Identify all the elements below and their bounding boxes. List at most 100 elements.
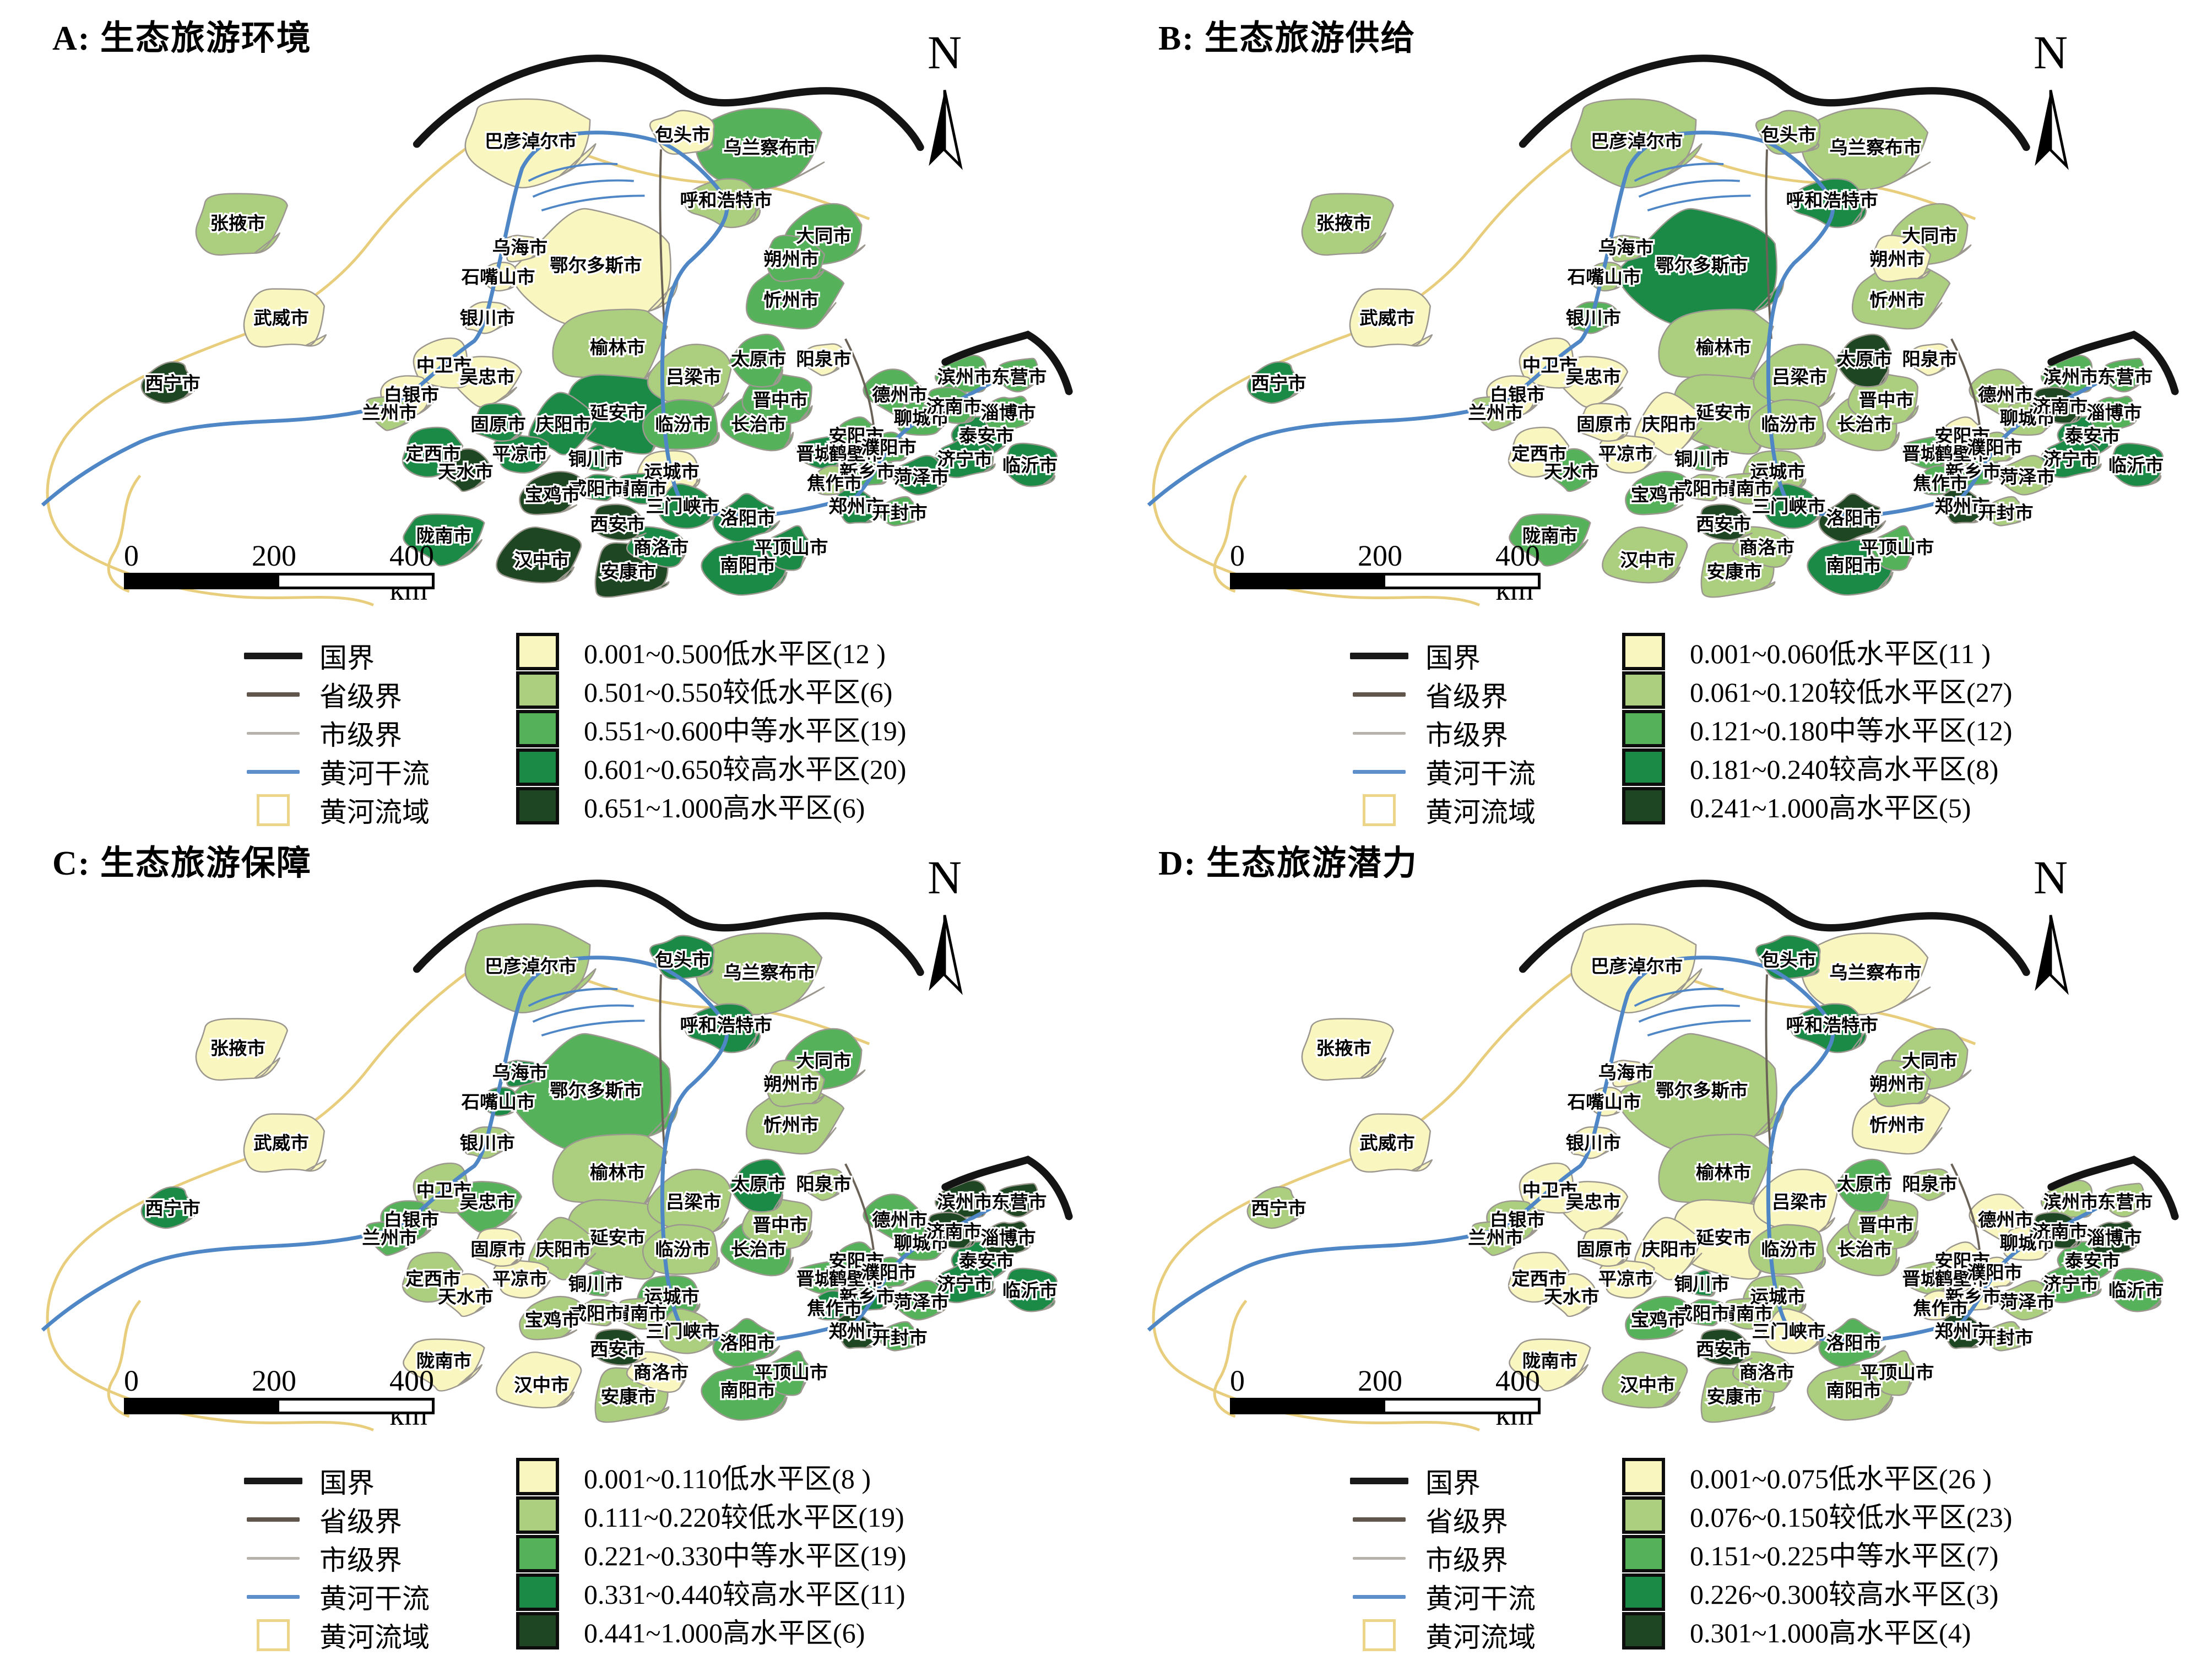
city-label: 东营市 (2097, 1192, 2153, 1212)
city-label: 洛阳市 (720, 508, 775, 528)
region-平顶山市 (762, 525, 810, 571)
city-label: 新乡市 (1945, 1287, 2000, 1307)
city-label: 榆林市 (1696, 337, 1751, 357)
legend-class-item: 0.121~0.180中等水平区(12) (1612, 709, 2012, 748)
city-label: 晋城市 (796, 443, 851, 464)
city-label: 安康市 (601, 1386, 656, 1407)
city-label: 乌兰察布市 (723, 137, 815, 158)
class-4-swatch (1612, 748, 1676, 786)
city-label: 德州市 (872, 384, 927, 405)
liuyu-line-sample (1347, 1619, 1411, 1651)
region-平顶山市 (762, 1350, 810, 1396)
city-label: 固原市 (470, 414, 525, 435)
north-label: N (2033, 851, 2068, 904)
class-3-swatch (506, 710, 570, 747)
city-label: 平顶山市 (754, 537, 828, 557)
region-庆阳市 (528, 1217, 597, 1280)
city-label: 济宁市 (937, 1274, 992, 1294)
city-label: 聊城市 (894, 1233, 949, 1253)
province-border-2 (844, 338, 877, 468)
city-label: 兰州市 (362, 1228, 417, 1248)
city-label: 东营市 (2097, 367, 2153, 387)
region-汉中市 (1602, 1351, 1688, 1409)
region-太原市 (729, 1158, 785, 1213)
city-label: 临汾市 (655, 1239, 710, 1260)
city-label: 石嘴山市 (1567, 267, 1641, 287)
city-label: 平顶山市 (1860, 1362, 1934, 1382)
city-label: 临沂市 (2108, 455, 2164, 475)
ganliu-line-sample (241, 769, 305, 774)
region-西宁市 (1246, 361, 1303, 404)
legend-class-label: 0.121~0.180中等水平区(12) (1690, 715, 2013, 746)
city-label: 榆林市 (590, 337, 645, 357)
city-label: 吴忠市 (460, 1192, 515, 1212)
region-淄博市 (2089, 1220, 2137, 1257)
region-西安市 (593, 503, 647, 541)
province-border-2 (1950, 1163, 1983, 1293)
city-label: 中卫市 (416, 355, 471, 376)
region-张掖市 (195, 193, 289, 256)
north-arrow: N (906, 854, 983, 1003)
legend-class-label: 0.441~1.000高水平区(6) (584, 1618, 865, 1648)
region-临沂市 (1003, 1267, 1058, 1312)
city-label: 张掖市 (210, 213, 265, 234)
class-5-swatch (1612, 1612, 1676, 1649)
river-branch-3 (541, 194, 645, 211)
city-label: 鹤壁市 (1934, 1268, 1989, 1289)
region-石嘴山市 (480, 262, 517, 292)
city-label: 运城市 (644, 1287, 699, 1307)
region-陇南市 (403, 513, 485, 567)
north-label: N (927, 851, 962, 904)
legend-class-label: 0.001~0.110低水平区(8 ) (584, 1463, 871, 1494)
city-label: 渭南市 (1717, 1303, 1772, 1323)
city-label: 东营市 (991, 367, 1047, 387)
city-label: 安阳市 (1934, 426, 1989, 446)
legend-line-label: 黄河干流 (1425, 1583, 1536, 1614)
city-label: 安康市 (1707, 561, 1762, 582)
region-兰州市 (365, 395, 414, 431)
legend-line-item: 黄河流域 (241, 1616, 430, 1654)
city-label: 大同市 (1902, 226, 1957, 246)
guojie-line-sample (241, 1478, 305, 1484)
basin-outline (46, 947, 505, 1431)
city-label: 淄博市 (2086, 403, 2141, 423)
region-平顶山市 (1868, 525, 1916, 571)
legend-line-label: 市级界 (1425, 1545, 1508, 1576)
river-branch-3 (541, 1019, 645, 1037)
region-开封市 (1984, 496, 2029, 527)
city-label: 洛阳市 (720, 1333, 775, 1353)
legend-line-label: 国界 (1425, 643, 1481, 674)
legend-line-label: 黄河流域 (1425, 1622, 1536, 1653)
legend-line-item: 黄河流域 (1347, 791, 1536, 829)
scale-400: 400 km (389, 1364, 434, 1431)
city-label: 泰安市 (2065, 426, 2120, 446)
city-label: 洛阳市 (1826, 1333, 1881, 1353)
class-2-swatch (1612, 671, 1676, 709)
city-label: 泰安市 (959, 426, 1014, 446)
legend-class-label: 0.181~0.240较高水平区(8) (1690, 754, 1999, 785)
city-label: 平顶山市 (1860, 537, 1934, 557)
city-label: 东营市 (991, 1192, 1047, 1212)
legend-class-label: 0.001~0.500低水平区(12 ) (584, 638, 886, 669)
legend-line-item: 市级界 (241, 1539, 430, 1577)
city-label: 吕梁市 (666, 1192, 721, 1212)
river-branch-1 (528, 987, 618, 1007)
city-label: 鄂尔多斯市 (1656, 1080, 1748, 1100)
region-淄博市 (983, 395, 1031, 432)
city-label: 宝鸡市 (525, 485, 580, 505)
legend-line-label: 黄河流域 (1425, 797, 1536, 828)
city-label: 开封市 (872, 502, 927, 523)
region-巴彦淖尔市 (464, 98, 597, 189)
city-label: 德州市 (1978, 1209, 2033, 1230)
legend-class-item: 0.076~0.150较低水平区(23) (1612, 1496, 2012, 1534)
city-label: 菏泽市 (894, 466, 949, 487)
liuyu-line-sample (241, 1619, 305, 1651)
region-滨州市 (2040, 1180, 2093, 1220)
city-label: 巴彦淖尔市 (1591, 956, 1683, 976)
ganliu-line-sample (1347, 1594, 1411, 1599)
region-陇南市 (403, 1338, 485, 1392)
city-label: 洛阳市 (1826, 508, 1881, 528)
region-石嘴山市 (1586, 262, 1623, 292)
